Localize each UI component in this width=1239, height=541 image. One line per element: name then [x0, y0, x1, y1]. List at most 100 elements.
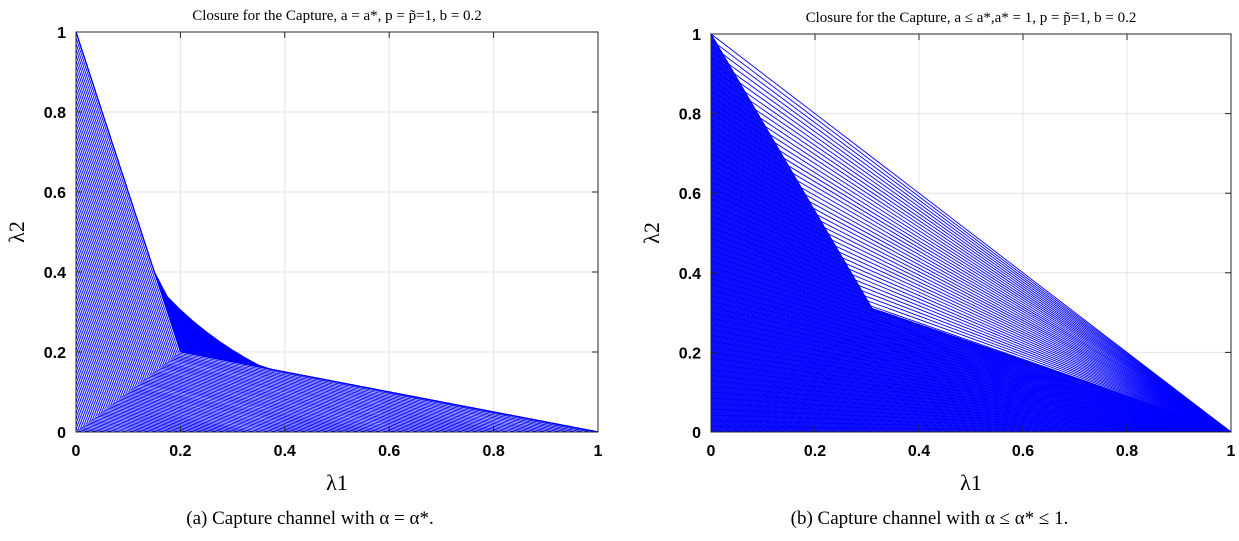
- axes-box: [710, 33, 1232, 433]
- panel-b: 0 0.2 0.4 0.6 0.8 1 0 0.2 0.4 0.6 0.8 1 Closure for …: [620, 0, 1239, 541]
- x-tick-label: 0.4: [274, 443, 296, 460]
- series-line: [75, 60, 561, 433]
- series-line: [75, 203, 375, 433]
- series-line: [75, 220, 352, 433]
- series-line: [75, 311, 233, 433]
- series-line: [75, 129, 472, 433]
- series-line: [75, 397, 121, 433]
- ticks: 0 0.2 0.4 0.6 0.8 1 0 0.2 0.4 0.6 0.8 1: [679, 27, 1236, 460]
- series-line: [75, 317, 226, 433]
- series-line: [75, 151, 442, 433]
- y-tick-label: 0: [57, 425, 66, 442]
- series-line: [75, 271, 285, 433]
- series-line: [75, 134, 464, 433]
- series-line: [75, 237, 330, 433]
- series-line: [75, 191, 390, 433]
- y-tick-label: 0.8: [679, 107, 701, 124]
- series-line: [75, 323, 218, 433]
- chart-title: Closure for the Capture, a ≤ a*,a* = 1, …: [806, 10, 1137, 26]
- series-line: [75, 260, 300, 433]
- series-line: [75, 329, 211, 433]
- series-line: [75, 180, 405, 433]
- y-axis-label: λ2: [639, 222, 664, 244]
- plot-area: [76, 32, 598, 432]
- series-line: [75, 231, 338, 433]
- series-line: [75, 351, 181, 433]
- series-line: [75, 49, 576, 433]
- series-line: [75, 283, 270, 433]
- x-tick-label: 0.8: [482, 443, 504, 460]
- series-line: [75, 369, 159, 433]
- series-line: [75, 226, 345, 433]
- series-line: [75, 300, 248, 433]
- caption-a: (a) Capture channel with α = α*.: [186, 508, 434, 529]
- series-line: [75, 169, 420, 433]
- series-line: [75, 123, 479, 433]
- y-tick-label: 0.2: [44, 345, 66, 362]
- y-tick-label: 1: [57, 25, 66, 42]
- series-line: [75, 163, 427, 433]
- series-line: [75, 146, 449, 433]
- ticks: 0 0.2 0.4 0.6 0.8 1 0 0.2 0.4 0.6 0.8 1: [44, 25, 603, 460]
- chart-title: Closure for the Capture, a = a*, p = p̃=…: [192, 8, 482, 24]
- panel-a: 0 0.2 0.4 0.6 0.8 1 0 0.2 0.4 0.6 0.8 1 Closure for …: [4, 8, 603, 529]
- series-line: [75, 89, 524, 433]
- series-line: [75, 37, 591, 433]
- series-line: [75, 71, 546, 433]
- series-line: [75, 346, 188, 433]
- x-tick-label: 0.8: [1116, 443, 1138, 460]
- series-line: [75, 357, 174, 433]
- x-tick-label: 0: [707, 443, 716, 460]
- x-tick-label: 1: [594, 443, 603, 460]
- series-line: [75, 249, 315, 433]
- series-line: [75, 106, 502, 433]
- series-line: [75, 157, 435, 433]
- y-tick-label: 0.6: [44, 185, 66, 202]
- x-tick-label: 1: [1227, 443, 1236, 460]
- series-line: [75, 294, 256, 433]
- series-line: [75, 289, 263, 433]
- y-tick-label: 0.8: [44, 105, 66, 122]
- x-tick-label: 0.6: [378, 443, 400, 460]
- caption-b: (b) Capture channel with α ≤ α* ≤ 1.: [790, 508, 1069, 529]
- series-line: [75, 420, 91, 433]
- x-axis-label: λ1: [960, 470, 982, 495]
- series-line: [75, 209, 367, 433]
- series-line: [75, 277, 278, 433]
- y-tick-label: 0.4: [44, 265, 66, 282]
- series-line: [75, 243, 323, 433]
- series-line: [75, 409, 106, 433]
- y-tick-label: 1: [692, 27, 701, 44]
- x-tick-label: 0.6: [1012, 443, 1034, 460]
- series-line: [75, 54, 569, 433]
- y-axis-label: λ2: [4, 221, 29, 243]
- series-line: [75, 83, 531, 433]
- series-line: [75, 186, 397, 433]
- series-line: [75, 254, 308, 433]
- series-line: [75, 100, 509, 433]
- y-tick-label: 0: [692, 425, 701, 442]
- series-line: [75, 340, 196, 433]
- series-line: [75, 391, 129, 433]
- envelope-line: [75, 31, 599, 433]
- series-line: [75, 266, 293, 433]
- series-line: [75, 414, 99, 433]
- series-line: [75, 111, 494, 433]
- x-tick-label: 0.2: [169, 443, 191, 460]
- x-tick-label: 0.2: [804, 443, 826, 460]
- y-tick-label: 0.4: [679, 266, 701, 283]
- chart-a: 0 0.2 0.4 0.6 0.8 1 0 0.2 0.4 0.6 0.8 1 Closure for …: [4, 8, 603, 495]
- series-line: [75, 386, 136, 433]
- y-tick-label: 0.2: [679, 345, 701, 362]
- x-tick-label: 0: [72, 443, 81, 460]
- series-line: [75, 374, 151, 433]
- series-line: [75, 363, 166, 433]
- series-line: [75, 94, 517, 433]
- series-line: [75, 380, 144, 433]
- x-tick-label: 0.4: [908, 443, 930, 460]
- series-line: [75, 197, 382, 433]
- series-line: [75, 174, 412, 433]
- series-line: [75, 334, 203, 433]
- series-line: [75, 403, 114, 433]
- y-tick-label: 0.6: [679, 186, 701, 203]
